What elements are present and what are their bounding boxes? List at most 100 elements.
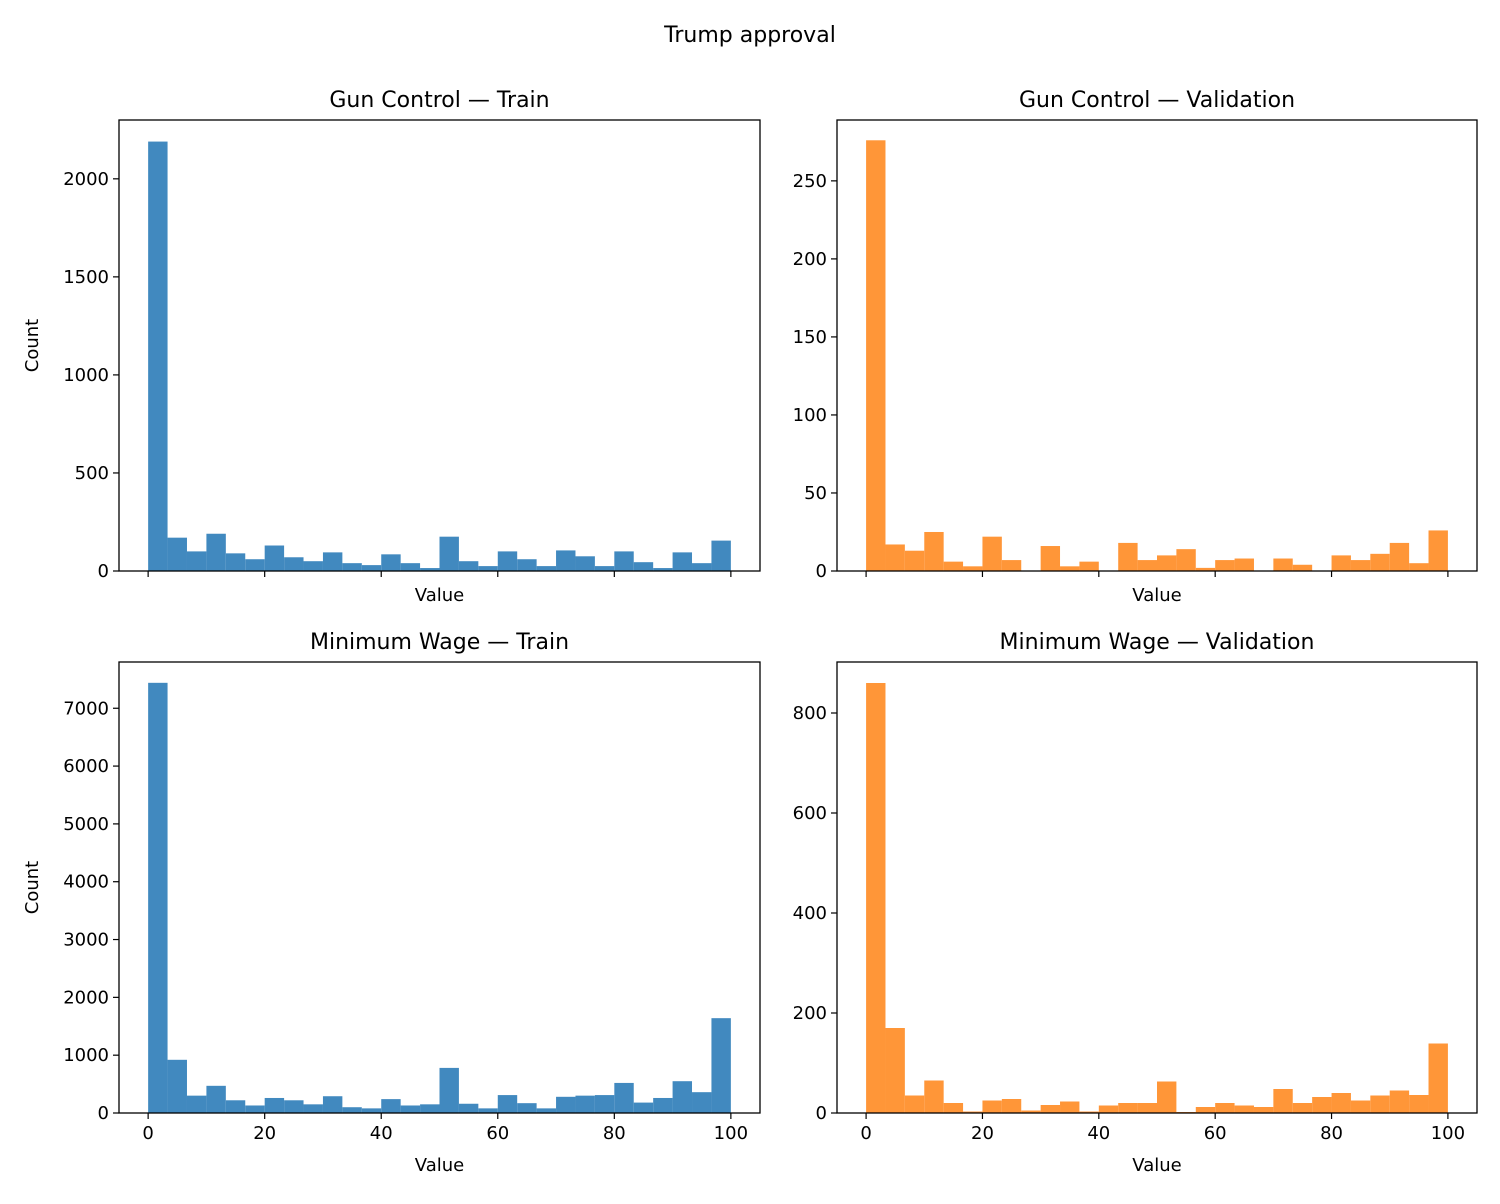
y-tick-label: 7000	[63, 698, 109, 719]
histogram-bar	[692, 1092, 712, 1113]
histogram-bar	[885, 1028, 905, 1113]
histogram-bar	[1389, 542, 1410, 571]
x-tick-label: 80	[1320, 1123, 1343, 1144]
histogram-bar	[1001, 560, 1022, 571]
histogram-bar	[924, 531, 944, 571]
histogram-bar	[1060, 1101, 1080, 1113]
histogram-bar	[361, 565, 382, 571]
histogram-bar	[439, 536, 459, 571]
x-tick-label: 20	[253, 1123, 276, 1144]
y-tick-label: 1000	[63, 1045, 109, 1066]
histogram-bar	[692, 563, 712, 571]
histogram-bar	[924, 1080, 944, 1113]
histogram-bar	[322, 1096, 343, 1113]
histogram-bar	[711, 540, 731, 571]
histogram-bar	[614, 551, 634, 571]
y-tick-label: 50	[804, 483, 827, 504]
histogram-bar	[1428, 530, 1448, 571]
figure-title: Trump approval	[663, 23, 836, 48]
subplot-title: Minimum Wage — Train	[310, 630, 569, 655]
y-tick-label: 200	[793, 1003, 827, 1024]
histogram-bar	[167, 1059, 187, 1113]
y-tick-label: 1000	[63, 365, 109, 386]
histogram-bar	[264, 545, 285, 571]
histogram-bar	[556, 1096, 576, 1113]
y-tick-label: 1500	[63, 267, 109, 288]
histogram-bar	[963, 1111, 983, 1113]
histogram-bar	[264, 1097, 285, 1113]
histogram-bar	[148, 141, 168, 571]
y-tick-label: 200	[793, 249, 827, 270]
histogram-bar	[1157, 555, 1177, 571]
histogram-bar	[206, 1085, 226, 1113]
histogram-bar	[943, 561, 964, 571]
subplot-2: 0 50 100 150 200 250 Gun Control — Validation V…	[793, 88, 1478, 606]
histogram-bar	[1273, 558, 1293, 571]
histogram-bar	[1040, 1105, 1061, 1113]
histogram-bar	[575, 1095, 595, 1113]
y-tick-label: 0	[816, 1103, 827, 1124]
histogram-bar	[1331, 1093, 1351, 1113]
histogram-bar	[885, 544, 905, 571]
histogram-bar	[225, 1100, 246, 1113]
axes-frame	[836, 119, 1478, 572]
histogram-bar	[458, 561, 479, 571]
histogram-bar	[225, 553, 246, 571]
histogram-bar	[1195, 1107, 1216, 1113]
histogram-bar	[1234, 1105, 1254, 1113]
histogram-bar	[1350, 1100, 1371, 1113]
histogram-bar	[1312, 1097, 1332, 1113]
histogram-bar	[1215, 1103, 1235, 1113]
histogram-bar	[1137, 1103, 1157, 1113]
x-tick-label: 40	[1087, 1123, 1110, 1144]
histogram-bar	[1428, 1043, 1448, 1113]
histogram-bar	[633, 1102, 654, 1113]
x-tick-label: 40	[370, 1123, 393, 1144]
y-tick-label: 5000	[63, 814, 109, 835]
histogram-bar	[497, 551, 518, 571]
x-tick-label: 80	[603, 1123, 626, 1144]
histogram-bar	[206, 533, 226, 571]
histogram-bar	[1118, 542, 1138, 571]
histogram-bar	[536, 1108, 557, 1113]
y-tick-label: 0	[98, 561, 109, 582]
y-tick-label: 600	[793, 803, 827, 824]
histogram-bar	[536, 566, 557, 571]
x-axis-label: Value	[415, 1155, 464, 1176]
histogram-bar	[1273, 1089, 1293, 1113]
histogram-bar	[381, 1099, 401, 1113]
histogram-bar	[1079, 1111, 1099, 1113]
histogram-bar	[381, 554, 401, 571]
axes-frame	[118, 661, 761, 1114]
histogram-bar	[672, 1081, 693, 1113]
histogram-bar	[458, 1103, 479, 1113]
histogram-bar	[478, 1108, 498, 1113]
histogram-bar	[1292, 564, 1313, 571]
x-axis-label: Value	[415, 585, 464, 606]
histogram-bar	[148, 682, 168, 1113]
subplot-3: 0 1000 2000 3000 4000 5000 6000 7000 0 20 40 60 80 10…	[22, 630, 761, 1176]
histogram-bar	[167, 537, 187, 571]
histogram-bar	[1409, 1095, 1429, 1113]
histogram-bar	[284, 1100, 304, 1113]
histogram-bar	[1195, 567, 1216, 571]
histogram-bar	[1292, 1103, 1313, 1113]
histogram-bar	[361, 1108, 382, 1113]
histogram-bar	[439, 1067, 459, 1113]
histogram-bar	[904, 1095, 925, 1113]
histogram-bar	[1350, 560, 1371, 571]
histogram-bar	[711, 1018, 731, 1113]
x-tick-label: 100	[714, 1123, 748, 1144]
histogram-bar	[1389, 1090, 1410, 1113]
histogram-bar	[1409, 563, 1429, 571]
histogram-bar	[575, 556, 595, 571]
x-tick-label: 60	[1204, 1123, 1227, 1144]
histogram-bar	[594, 566, 615, 571]
y-axis-label: Count	[22, 861, 43, 914]
histogram-bar	[303, 1104, 323, 1113]
x-tick-label: 20	[971, 1123, 994, 1144]
y-tick-label: 3000	[63, 930, 109, 951]
histogram-bar	[866, 683, 886, 1113]
